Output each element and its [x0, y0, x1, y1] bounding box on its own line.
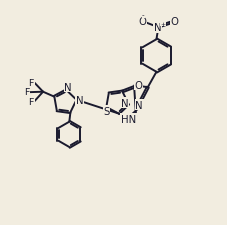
Text: N: N — [121, 98, 128, 108]
Text: O: O — [138, 17, 146, 27]
Text: O: O — [134, 80, 142, 90]
Text: -: - — [142, 13, 145, 18]
Text: N: N — [154, 23, 162, 33]
Text: S: S — [103, 106, 110, 116]
Text: N: N — [64, 82, 72, 92]
Text: HN: HN — [121, 114, 136, 124]
Text: N: N — [76, 96, 84, 106]
Text: O: O — [171, 17, 179, 27]
Text: N: N — [136, 100, 143, 110]
Text: +: + — [160, 22, 165, 27]
Text: F: F — [29, 98, 34, 107]
Text: F: F — [29, 78, 34, 87]
Text: F: F — [24, 88, 29, 97]
